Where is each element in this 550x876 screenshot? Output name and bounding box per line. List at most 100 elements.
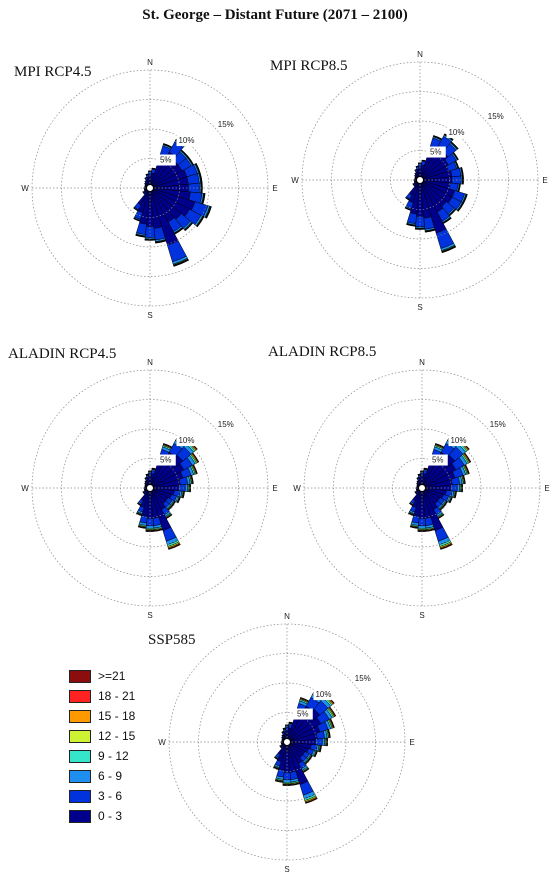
rose-2-sector-14-bin-7 — [168, 544, 181, 550]
rose-4-sector-6-bin-7 — [330, 718, 335, 728]
rose-1-sector-16-bin-1 — [415, 215, 425, 227]
rose-1-sector-4-bin-7 — [450, 141, 459, 150]
rose-4-sector-21-bin-7 — [279, 745, 281, 748]
rose-4-sector-5-bin-7 — [329, 706, 337, 717]
legend-label: 6 - 9 — [98, 769, 123, 783]
rose-1-ring-1 — [360, 120, 480, 240]
rose-4-dir-e: E — [409, 738, 414, 747]
rose-2-center — [146, 484, 154, 492]
rose-1-sector-31-bin-7 — [415, 165, 419, 167]
rose-2-sector-7-bin-7 — [191, 475, 194, 485]
rose-1-ring-label-2: 15% — [488, 112, 504, 121]
rose-1-dir-n: N — [417, 50, 423, 59]
rose-1-sector-17-bin-7 — [406, 224, 416, 227]
rose-2-sector-18-bin-7 — [136, 513, 142, 516]
rose-1-dir-w: W — [291, 176, 299, 185]
rose-4-ring-label-2: 15% — [355, 674, 371, 683]
legend-swatch — [69, 730, 91, 743]
rose-2-sector-10-bin-7 — [177, 496, 181, 504]
rose-2-sector-19-bin-7 — [136, 503, 141, 507]
rose-0-ring-label-2: 15% — [218, 120, 234, 129]
rose-4-ring-label-bg-0 — [292, 708, 313, 720]
rose-4-sector-31-bin-7 — [282, 727, 286, 729]
legend-swatch — [69, 690, 91, 703]
rose-1-ring-label-bg-0 — [425, 146, 446, 158]
rose-3-dir-w: W — [293, 484, 301, 493]
rose-0-ring-label-0: 5% — [160, 156, 172, 165]
rose-3-ring-label-bg-1 — [448, 435, 469, 447]
rose-2-ring-label-1: 10% — [178, 436, 194, 445]
rose-4-ring-label-1: 10% — [315, 690, 331, 699]
rose-1-sector-19-bin-7 — [405, 197, 410, 201]
rose-3-ring-1 — [362, 428, 482, 548]
wind-rose-4: N E S W 5% 10% 15% — [158, 612, 414, 874]
rose-1-ring-label-1: 10% — [448, 128, 464, 137]
wind-rose-3: N E S W 5% 10% 15% — [293, 358, 549, 620]
rose-1-sector-5-bin-7 — [453, 151, 459, 160]
rose-1-sector-21-bin-7 — [412, 183, 414, 186]
panel-label-aladin-rcp85: ALADIN RCP8.5 — [268, 344, 377, 360]
rose-3-ring-label-1: 10% — [450, 436, 466, 445]
rose-2-ring-label-0: 5% — [160, 456, 172, 465]
rose-0-center — [146, 184, 154, 192]
rose-1-dir-e: E — [542, 176, 547, 185]
rose-4-sector-14-bin-7 — [305, 798, 318, 804]
rose-4-sector-7-bin-7 — [328, 729, 331, 739]
rose-3-sector-18-bin-7 — [408, 513, 414, 516]
rose-4-sector-17-bin-7 — [274, 780, 284, 783]
rose-3-sector-19-bin-7 — [408, 503, 413, 507]
panel-label-mpi-rcp45: MPI RCP4.5 — [14, 64, 92, 80]
rose-0-ring-label-bg-1 — [176, 135, 197, 147]
rose-4-sector-18-bin-7 — [273, 767, 279, 770]
wind-rose-0: N E S W 5% 10% 15% — [21, 58, 277, 320]
rose-0-sector-16-bin-7 — [144, 239, 156, 241]
legend-label: 12 - 15 — [98, 729, 136, 743]
rose-2-sector-6-bin-7 — [193, 464, 198, 474]
rose-3-sector-14-bin-7 — [440, 544, 453, 550]
rose-4-ring-label-bg-1 — [313, 689, 334, 701]
legend-swatch — [69, 770, 91, 783]
panel-label-mpi-rcp85: MPI RCP8.5 — [270, 58, 348, 74]
rose-4-sector-19-bin-7 — [273, 757, 278, 761]
rose-0-sector-14-bin-7 — [173, 259, 189, 267]
rose-3-sector-7-bin-7 — [463, 475, 466, 485]
rose-2-sector-5-bin-7 — [192, 452, 200, 463]
rose-0-ring-label-bg-0 — [155, 154, 176, 166]
rose-1-sector-11-bin-7 — [457, 202, 465, 212]
rose-0-ring-1 — [90, 128, 210, 248]
rose-3-sector-17-bin-7 — [409, 526, 419, 529]
rose-3-ring-label-bg-0 — [427, 454, 448, 466]
rose-2-ring-label-2: 15% — [218, 420, 234, 429]
rose-3-sector-21-bin-7 — [414, 491, 416, 494]
rose-0-sector-17-bin-7 — [135, 234, 146, 238]
rose-3-dir-e: E — [544, 484, 549, 493]
figure-title: St. George – Distant Future (2071 – 2100… — [142, 7, 408, 23]
rose-2-sector-9-bin-7 — [182, 491, 185, 499]
rose-0-sector-31-bin-7 — [145, 173, 149, 175]
rose-1-dir-s: S — [417, 303, 422, 312]
rose-3-sector-10-bin-7 — [449, 496, 453, 504]
rose-2-sector-21-bin-7 — [142, 491, 144, 494]
rose-2-ring-1 — [90, 428, 210, 548]
rose-3-sector-9-bin-7 — [454, 491, 457, 499]
rose-0-sector-8-bin-7 — [201, 182, 203, 194]
rose-3-ring-label-2: 15% — [490, 420, 506, 429]
rose-2-dir-n: N — [147, 358, 153, 367]
rose-2-dir-w: W — [21, 484, 29, 493]
rose-0-dir-e: E — [272, 184, 277, 193]
rose-2-sector-31-bin-7 — [145, 473, 149, 475]
legend-label: 3 - 6 — [98, 789, 123, 803]
rose-0-dir-w: W — [21, 184, 29, 193]
rose-1-ring-label-bg-1 — [446, 127, 467, 139]
rose-0-sector-19-bin-7 — [133, 207, 139, 212]
rose-0-dir-s: S — [147, 311, 152, 320]
rose-0-sector-21-bin-7 — [142, 191, 144, 194]
rose-3-sector-5-bin-7 — [464, 452, 472, 463]
rose-0-dir-n: N — [147, 58, 153, 67]
rose-0-sector-11-bin-7 — [196, 216, 205, 228]
legend-label: 18 - 21 — [98, 689, 136, 703]
legend-label: 0 - 3 — [98, 809, 123, 823]
rose-3-sector-31-bin-7 — [417, 473, 421, 475]
rose-2-ring-label-bg-0 — [155, 454, 176, 466]
legend-swatch — [69, 790, 91, 803]
